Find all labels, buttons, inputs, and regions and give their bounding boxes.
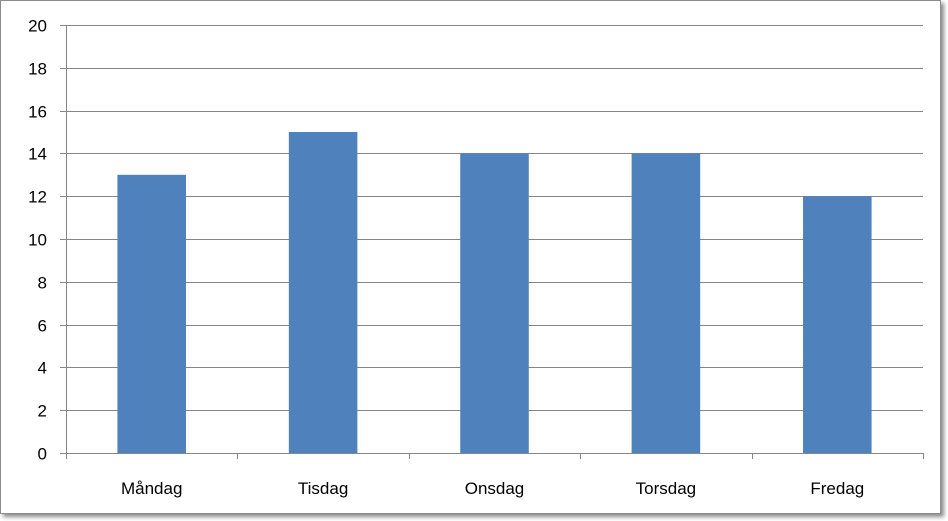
x-tick-label: Fredag	[810, 479, 864, 498]
bar-onsdag	[460, 153, 529, 453]
y-tick-label: 14	[28, 145, 47, 164]
bars	[117, 132, 872, 454]
x-tick-labels: Måndag Tisdag Onsdag Torsdag Fredag	[121, 479, 864, 498]
y-tick-labels: 0 2 4 6 8 10 12 14 16 18 20	[28, 17, 47, 464]
bar-tisdag	[288, 132, 358, 453]
y-tick-label: 0	[38, 445, 47, 464]
bar-torsdag	[631, 153, 701, 453]
x-tick-label: Onsdag	[465, 479, 525, 498]
y-tick-label: 20	[28, 17, 47, 36]
y-tick-label: 18	[28, 60, 47, 79]
bar-chart: 0 2 4 6 8 10 12 14 16 18 20 Måndag Tisdag Onsdag Tors…	[28, 17, 924, 498]
y-tick-label: 12	[28, 188, 47, 207]
y-tick-label: 2	[38, 402, 47, 421]
x-tick-label: Torsdag	[636, 479, 696, 498]
bar-måndag	[117, 174, 186, 454]
x-tick-label: Måndag	[121, 479, 182, 498]
bar-fredag	[803, 196, 872, 453]
chart-frame: 0 2 4 6 8 10 12 14 16 18 20 Måndag Tisdag Onsdag Tors…	[0, 0, 941, 514]
x-tick-label: Tisdag	[298, 479, 348, 498]
axes	[60, 25, 924, 459]
y-tick-label: 10	[28, 231, 47, 250]
y-tick-label: 8	[38, 274, 47, 293]
y-tick-label: 4	[38, 359, 47, 378]
y-tick-label: 6	[38, 317, 47, 336]
y-tick-label: 16	[28, 103, 47, 122]
